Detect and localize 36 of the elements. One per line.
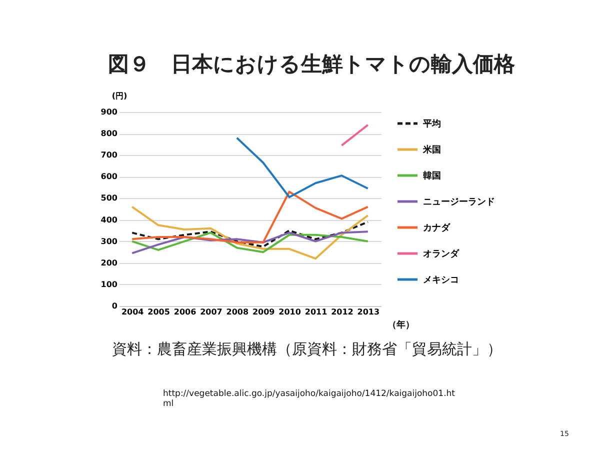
x-tick-label: 2006 xyxy=(174,308,197,316)
x-tick-label: 2007 xyxy=(200,308,222,316)
y-tick-label: 0 xyxy=(112,302,118,310)
x-tick-label: 2012 xyxy=(331,308,354,316)
y-tick-label: 400 xyxy=(100,215,118,224)
y-tick-label: 100 xyxy=(100,280,118,289)
line-series xyxy=(131,206,369,260)
chart-title: 図９ 日本における生鮮トマトの輸入価格 xyxy=(108,51,515,78)
y-tick-label: 900 xyxy=(100,108,118,116)
line-series xyxy=(236,136,369,198)
legend-label: 米国 xyxy=(422,144,441,156)
text: 資料：農畜産業振興機構（原資料：財務省「貿易統計」） xyxy=(112,340,503,359)
y-tick-label: 200 xyxy=(100,258,118,268)
legend-label: 平均 xyxy=(422,118,441,130)
y-tick-label: 500 xyxy=(100,194,118,203)
legend-label: 韓国 xyxy=(423,170,441,182)
y-tick-label: 700 xyxy=(100,150,118,160)
text: http://vegetable.alic.go.jp/yasaijoho/kaigaijoho/1412/kaigaijoho01.html xyxy=(163,389,456,409)
y-tick-label: 300 xyxy=(100,236,118,246)
line-series xyxy=(131,220,369,248)
x-tick-label: 2004 xyxy=(121,308,144,316)
x-tick-label: 2009 xyxy=(252,308,276,316)
legend-label: オランダ xyxy=(423,248,460,260)
x-tick-label: 2010 xyxy=(278,308,302,316)
x-tick-label: 2011 xyxy=(304,308,328,316)
legend-label: メキシコ xyxy=(423,276,459,286)
x-tick-label: 2005 xyxy=(148,308,170,316)
legend-label: カナダ xyxy=(423,222,451,234)
x-axis-title: （年） xyxy=(388,320,414,330)
y-tick-label: 600 xyxy=(100,172,118,182)
legend-label: ニュージーランド xyxy=(423,198,495,208)
line-series xyxy=(131,190,369,244)
x-tick-label: 2008 xyxy=(226,308,249,316)
x-tick-label: 2013 xyxy=(357,308,380,316)
y-axis-title: (円) xyxy=(112,92,128,100)
y-tick-label: 800 xyxy=(100,129,118,138)
